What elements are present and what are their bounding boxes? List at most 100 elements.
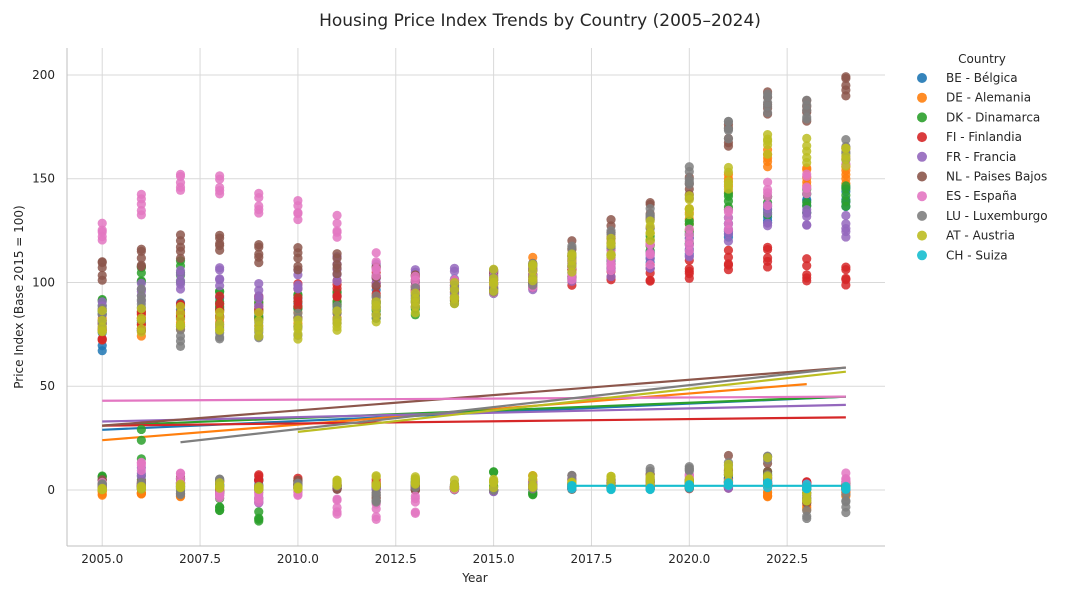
x-tick-label: 2012.5: [375, 552, 417, 566]
at-index-point: [606, 233, 616, 243]
at-index-point: [97, 306, 107, 316]
ch-legend-label: CH - Suiza: [946, 248, 1008, 262]
at-change-point: [528, 471, 538, 481]
es-index-point: [293, 195, 303, 206]
es-change-point: [332, 495, 342, 505]
at-index-point: [645, 235, 655, 246]
at-index-point: [528, 259, 538, 269]
es-index-point: [332, 218, 342, 228]
ch-change-point: [762, 478, 773, 488]
nl-index-point: [175, 253, 186, 263]
nl-index-point: [841, 72, 851, 82]
at-change-point: [489, 478, 499, 488]
y-tick-label: 200: [32, 68, 55, 82]
at-index-point: [410, 288, 420, 298]
nl-index-point: [293, 243, 303, 253]
at-trend-line: [297, 370, 846, 433]
lu-legend-label: LU - Luxemburgo: [946, 209, 1048, 223]
at-index-point: [293, 315, 303, 325]
at-index-point: [175, 320, 186, 330]
nl-index-point: [332, 263, 342, 273]
dk-change-point: [254, 507, 264, 517]
fr-index-point: [254, 301, 264, 311]
lu-index-point: [802, 112, 812, 122]
de-legend-marker: [917, 92, 927, 103]
fr-index-point: [215, 263, 225, 273]
es-change-point: [215, 491, 225, 501]
at-index-point: [684, 191, 694, 201]
de-change-point: [762, 490, 773, 501]
fr-index-point: [841, 226, 851, 237]
at-index-point: [254, 325, 264, 335]
fi-index-point: [841, 262, 851, 272]
es-index-point: [371, 265, 381, 275]
nl-index-point: [136, 244, 146, 254]
axes: [66, 48, 885, 547]
at-change-point: [449, 475, 460, 485]
x-tick-label: 2015.0: [473, 552, 515, 566]
at-change-point: [723, 463, 734, 473]
at-index-point: [136, 324, 146, 334]
es-index-point: [97, 225, 107, 235]
lu-index-point: [723, 116, 734, 127]
fi-index-point: [762, 256, 773, 267]
nl-index-point: [136, 253, 146, 263]
fi-index-point: [802, 254, 812, 264]
at-index-point: [723, 162, 734, 173]
ch-change-point: [841, 483, 851, 493]
es-index-point: [606, 261, 616, 271]
lu-trend-line: [180, 366, 846, 444]
legend-title: Country: [958, 52, 1006, 66]
be-legend-marker: [917, 73, 927, 83]
es-index-point: [762, 191, 773, 202]
lu-legend-marker: [917, 210, 927, 221]
fr-index-point: [215, 275, 225, 285]
at-index-point: [254, 316, 264, 326]
at-index-point: [802, 133, 812, 143]
x-axis-title: Year: [461, 571, 487, 585]
at-index-point: [175, 301, 186, 312]
ch-legend-marker: [917, 250, 927, 261]
lu-change-point: [684, 465, 694, 475]
x-tick-label: 2005.0: [81, 552, 123, 566]
at-index-point: [371, 297, 381, 307]
data-points: [97, 72, 851, 526]
ch-change-point: [723, 480, 734, 490]
at-legend-marker: [917, 230, 927, 241]
fi-legend-marker: [917, 132, 927, 143]
fi-index-point: [723, 252, 734, 262]
es-change-point: [175, 468, 186, 478]
nl-index-point: [215, 240, 225, 251]
nl-index-point: [97, 257, 107, 268]
grid-lines: [67, 48, 885, 546]
y-tick-label: 150: [32, 172, 55, 186]
nl-index-point: [606, 215, 616, 225]
fi-index-point: [802, 273, 812, 283]
es-index-point: [684, 224, 694, 234]
fi-index-point: [841, 275, 851, 285]
fr-index-point: [841, 219, 851, 229]
es-index-point: [293, 208, 303, 219]
es-index-point: [175, 182, 186, 192]
lu-change-point: [841, 507, 851, 518]
at-change-point: [371, 471, 381, 481]
x-tick-label: 2010.0: [277, 552, 319, 566]
ch-change-point: [645, 484, 655, 495]
at-index-point: [371, 310, 381, 320]
es-index-point: [762, 200, 773, 211]
at-index-point: [332, 314, 342, 324]
fr-legend-label: FR - Francia: [946, 150, 1016, 164]
x-tick-label: 2020.0: [668, 552, 710, 566]
es-change-point: [254, 494, 264, 504]
x-tick-label: 2017.5: [570, 552, 612, 566]
nl-index-point: [97, 270, 107, 281]
dk-trend-line: [102, 395, 846, 427]
at-index-point: [645, 216, 655, 226]
nl-legend-marker: [917, 171, 927, 182]
es-index-point: [332, 227, 342, 237]
dk-index-point: [841, 196, 851, 206]
fr-index-point: [841, 210, 851, 221]
lu-index-point: [684, 162, 694, 172]
es-index-point: [332, 210, 342, 220]
